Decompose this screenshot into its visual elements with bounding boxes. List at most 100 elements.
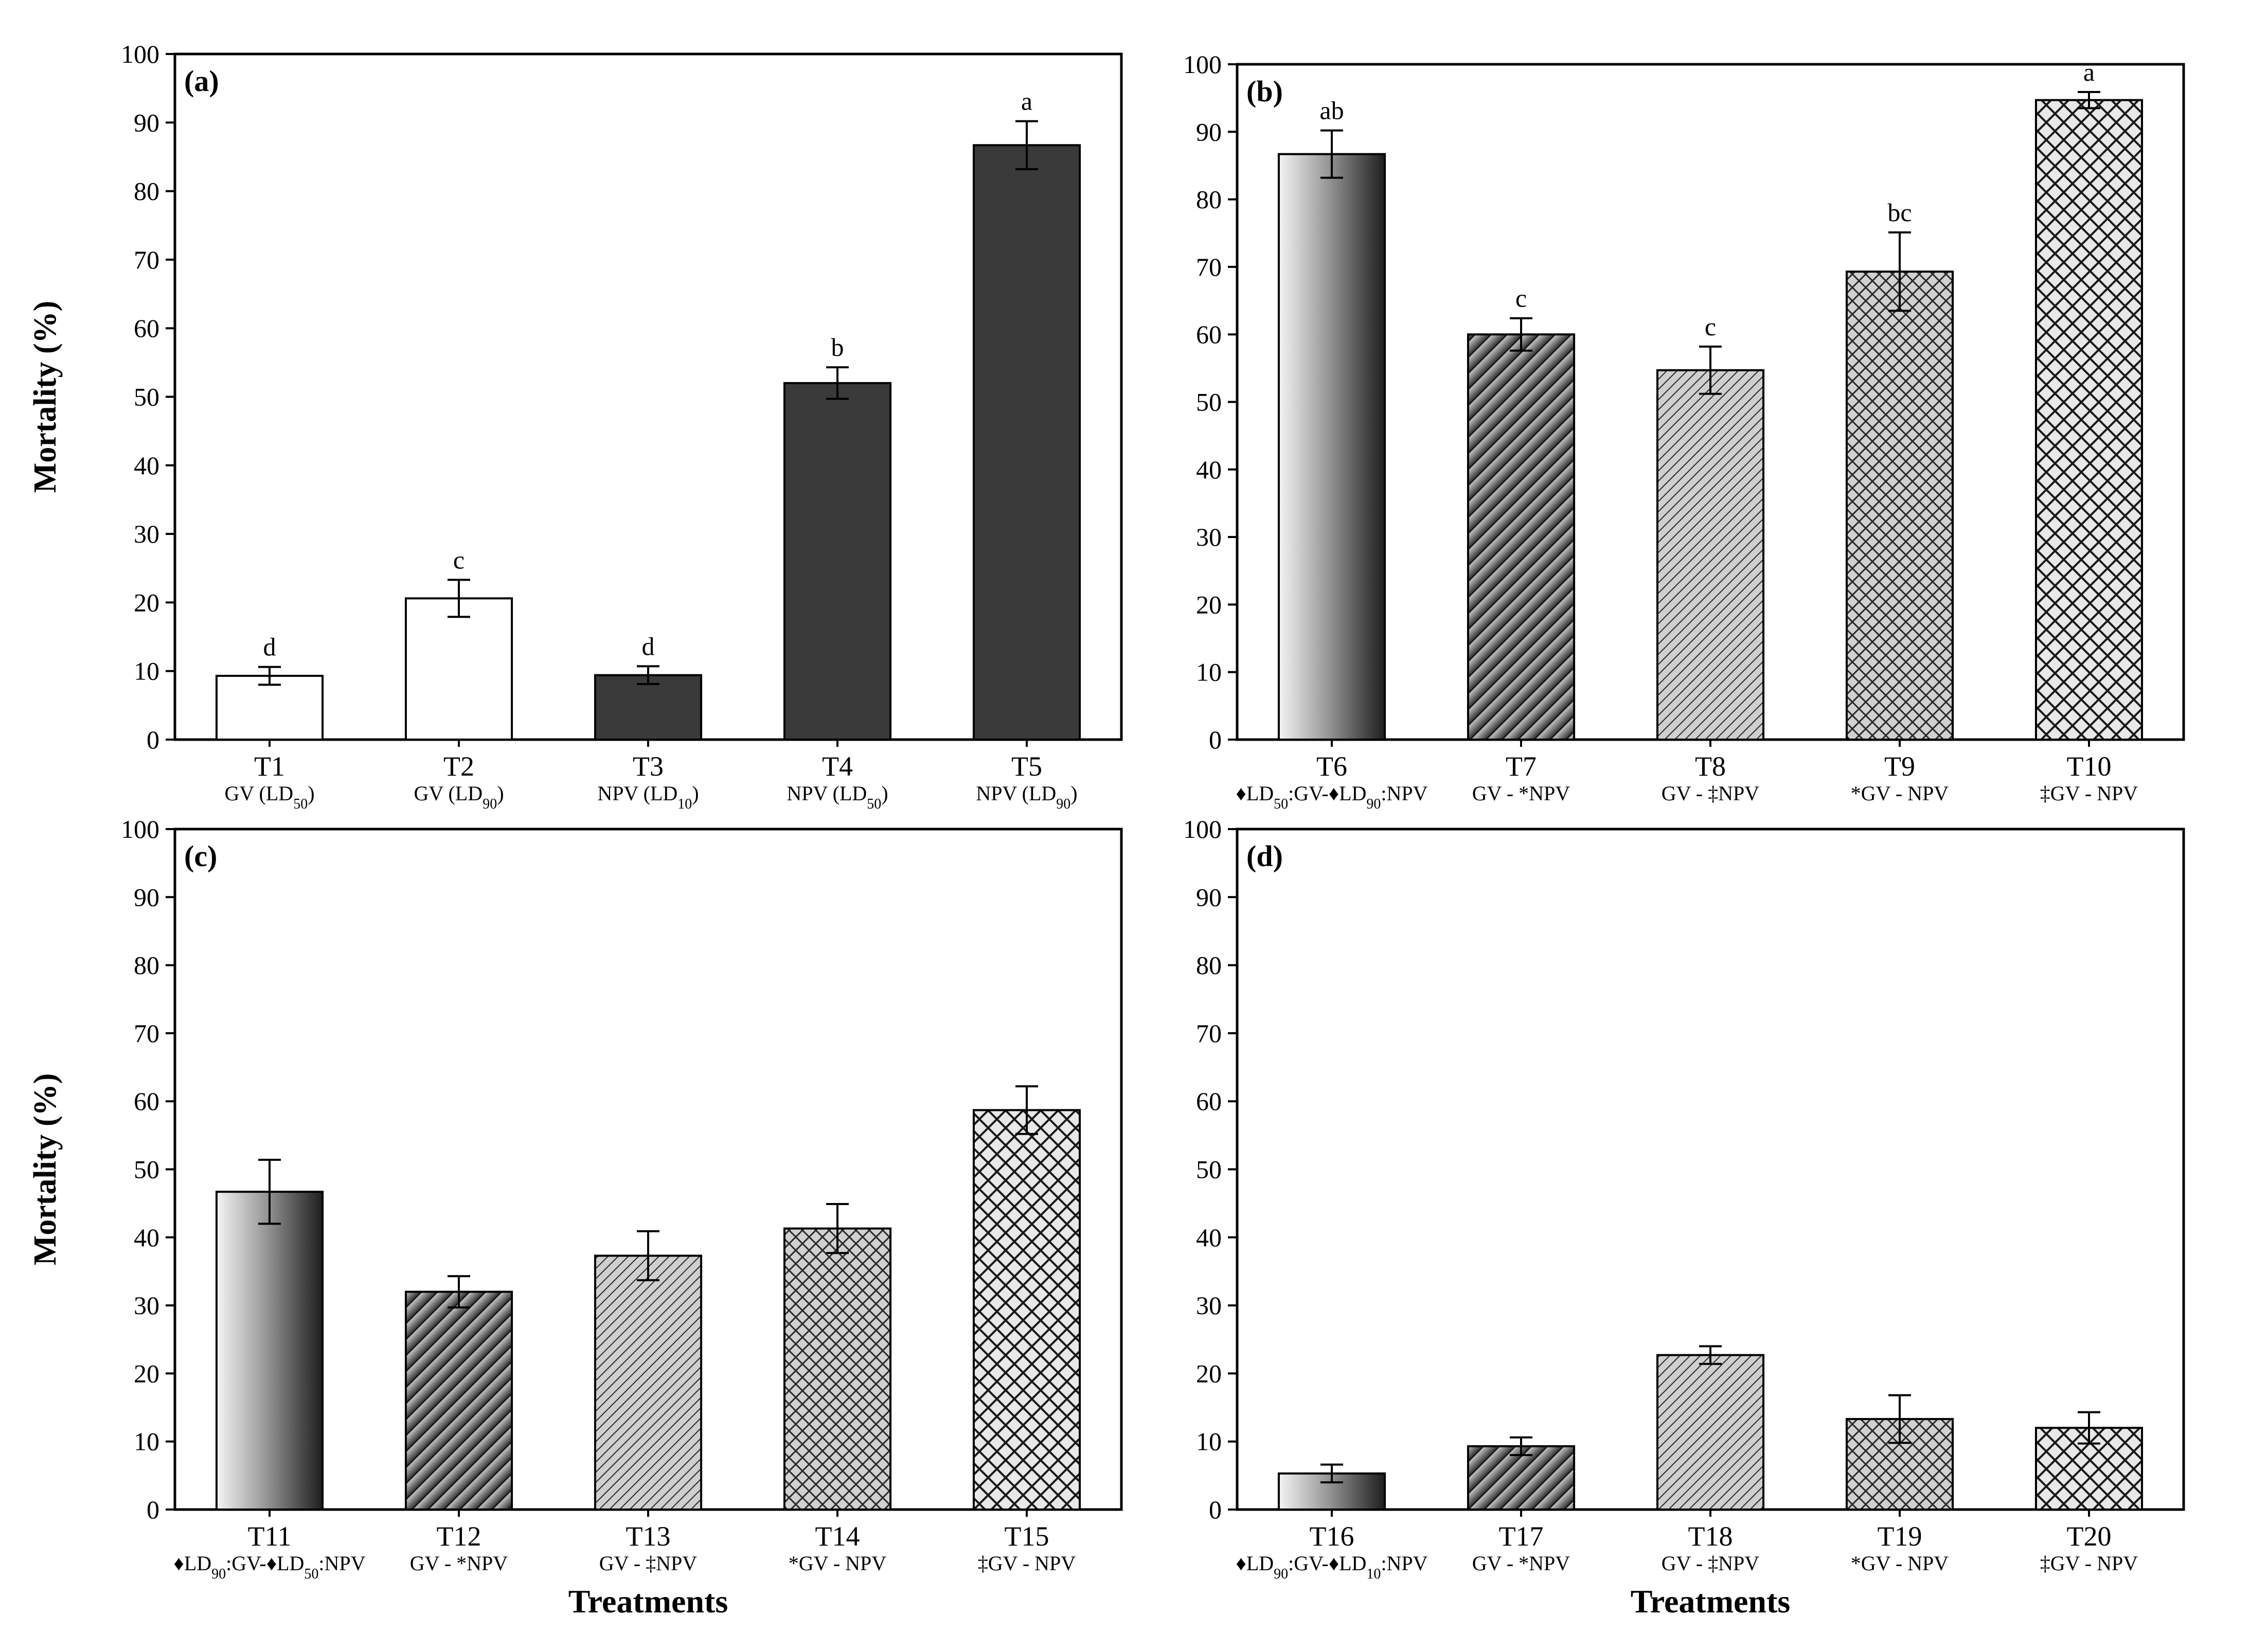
y-tick-label: 0 xyxy=(1209,725,1222,754)
x-tick-label: T16 xyxy=(1310,1521,1354,1552)
x-tick-sublabel: ‡GV - NPV xyxy=(2040,782,2138,805)
y-tick-label: 70 xyxy=(134,245,159,274)
bar-T17 xyxy=(1467,1445,1576,1511)
x-tick-label: T13 xyxy=(626,1521,671,1552)
y-tick-label: 50 xyxy=(134,1155,159,1184)
y-tick-label: 60 xyxy=(134,1087,159,1116)
y-tick-label: 30 xyxy=(1196,1291,1222,1320)
y-tick-label: 100 xyxy=(1183,50,1222,79)
x-tick-sublabel: GV (LD90) xyxy=(414,782,504,812)
bar-T2 xyxy=(404,597,513,741)
y-tick-label: 80 xyxy=(134,177,159,206)
y-tick-label: 0 xyxy=(147,1495,159,1524)
x-tick-sublabel: *GV - NPV xyxy=(1851,1552,1949,1575)
bar-T5 xyxy=(972,144,1081,741)
x-axis-label: Treatments xyxy=(1631,1583,1790,1620)
y-tick-label: 40 xyxy=(134,1223,159,1252)
bar-T13 xyxy=(594,1254,703,1511)
y-tick-label: 60 xyxy=(1196,320,1222,349)
y-tick-label: 30 xyxy=(1196,523,1222,551)
bar-T14 xyxy=(783,1227,892,1511)
x-tick-label: T5 xyxy=(1011,751,1042,782)
x-tick-label: T12 xyxy=(437,1521,481,1552)
panel-label: (d) xyxy=(1246,839,1283,873)
y-tick-label: 30 xyxy=(134,519,159,548)
bar-T6 xyxy=(1277,153,1386,741)
significance-letter: a xyxy=(2083,58,2095,86)
x-tick-sublabel: GV - ‡NPV xyxy=(1662,1552,1760,1575)
significance-letter: bc xyxy=(1887,198,1912,227)
significance-letter: c xyxy=(1515,284,1527,313)
x-tick-sublabel: ♦LD90:GV-♦LD50:NPV xyxy=(173,1552,365,1582)
x-tick-label: T18 xyxy=(1688,1521,1733,1552)
y-tick-label: 20 xyxy=(134,1359,159,1388)
y-tick-label: 70 xyxy=(1196,253,1222,281)
y-tick-label: 40 xyxy=(1196,455,1222,484)
y-tick-label: 90 xyxy=(134,108,159,137)
significance-letter: a xyxy=(1021,87,1032,116)
significance-letter: c xyxy=(453,545,465,574)
panel-3: 0 10 20 30 40 50 60 70 80 90 100 Mortality (%) (c) T1… xyxy=(28,815,1123,1620)
panel-label: (a) xyxy=(184,64,219,98)
y-tick-label: 60 xyxy=(134,314,159,343)
y-tick-label: 30 xyxy=(134,1291,159,1320)
x-tick-sublabel: GV - *NPV xyxy=(1472,782,1570,805)
panel-2: 0 10 20 30 40 50 60 70 80 90 100 (b) ab T6♦LD50:GV-♦L… xyxy=(1183,50,2185,812)
significance-letter: d xyxy=(642,632,655,660)
panel-4: 0 10 20 30 40 50 60 70 80 90 100 (d) T16♦LD90:GV-♦LD… xyxy=(1183,815,2185,1620)
x-tick-label: T8 xyxy=(1695,751,1726,782)
x-tick-sublabel: NPV (LD90) xyxy=(976,782,1077,812)
y-tick-label: 70 xyxy=(1196,1019,1222,1048)
bar-T7 xyxy=(1467,333,1576,741)
y-tick-label: 10 xyxy=(1196,658,1222,687)
y-tick-label: 10 xyxy=(134,1427,159,1456)
bar-T10 xyxy=(2034,99,2144,741)
y-tick-label: 10 xyxy=(134,657,159,686)
x-tick-sublabel: GV - *NPV xyxy=(410,1552,508,1575)
x-tick-label: T15 xyxy=(1005,1521,1049,1552)
x-tick-label: T20 xyxy=(2067,1521,2112,1552)
y-tick-label: 60 xyxy=(1196,1087,1222,1116)
significance-letter: b xyxy=(831,333,844,362)
x-axis-label: Treatments xyxy=(568,1583,728,1620)
x-tick-label: T10 xyxy=(2067,751,2112,782)
x-tick-sublabel: *GV - NPV xyxy=(1851,782,1949,805)
x-tick-label: T19 xyxy=(1878,1521,1922,1552)
bar-T18 xyxy=(1656,1354,1765,1511)
y-tick-label: 100 xyxy=(1183,815,1222,843)
significance-letter: d xyxy=(263,633,276,661)
x-tick-label: T14 xyxy=(815,1521,860,1552)
x-tick-label: T3 xyxy=(633,751,664,782)
x-tick-sublabel: NPV (LD10) xyxy=(597,782,699,812)
y-tick-label: 20 xyxy=(1196,590,1222,619)
y-tick-label: 0 xyxy=(147,725,159,754)
x-tick-label: T17 xyxy=(1499,1521,1544,1552)
x-tick-label: T1 xyxy=(254,751,285,782)
y-tick-label: 20 xyxy=(1196,1359,1222,1388)
x-tick-sublabel: GV (LD50) xyxy=(224,782,314,812)
y-tick-label: 80 xyxy=(134,951,159,980)
y-tick-label: 50 xyxy=(1196,388,1222,417)
y-tick-label: 50 xyxy=(1196,1155,1222,1184)
y-tick-label: 90 xyxy=(1196,117,1222,146)
y-tick-label: 70 xyxy=(134,1019,159,1048)
bar-T9 xyxy=(1845,271,1954,741)
bar-T11 xyxy=(215,1191,324,1511)
x-tick-sublabel: NPV (LD50) xyxy=(787,782,888,812)
significance-letter: c xyxy=(1705,312,1716,341)
bar-T4 xyxy=(783,382,892,741)
x-tick-label: T7 xyxy=(1506,751,1537,782)
y-tick-label: 50 xyxy=(134,383,159,411)
y-tick-label: 90 xyxy=(1196,883,1222,911)
y-tick-label: 100 xyxy=(121,815,159,843)
x-tick-label: T4 xyxy=(822,751,853,782)
x-tick-sublabel: GV - ‡NPV xyxy=(599,1552,698,1575)
panel-label: (b) xyxy=(1246,75,1283,108)
y-tick-label: 80 xyxy=(1196,951,1222,980)
x-tick-sublabel: GV - ‡NPV xyxy=(1662,782,1760,805)
x-tick-sublabel: ‡GV - NPV xyxy=(2040,1552,2138,1575)
panel-1: 0 10 20 30 40 50 60 70 80 90 100 Mortality (%) (a) d T… xyxy=(28,40,1123,812)
x-tick-label: T9 xyxy=(1884,751,1915,782)
significance-letter: ab xyxy=(1319,96,1344,125)
y-tick-label: 90 xyxy=(134,883,159,911)
